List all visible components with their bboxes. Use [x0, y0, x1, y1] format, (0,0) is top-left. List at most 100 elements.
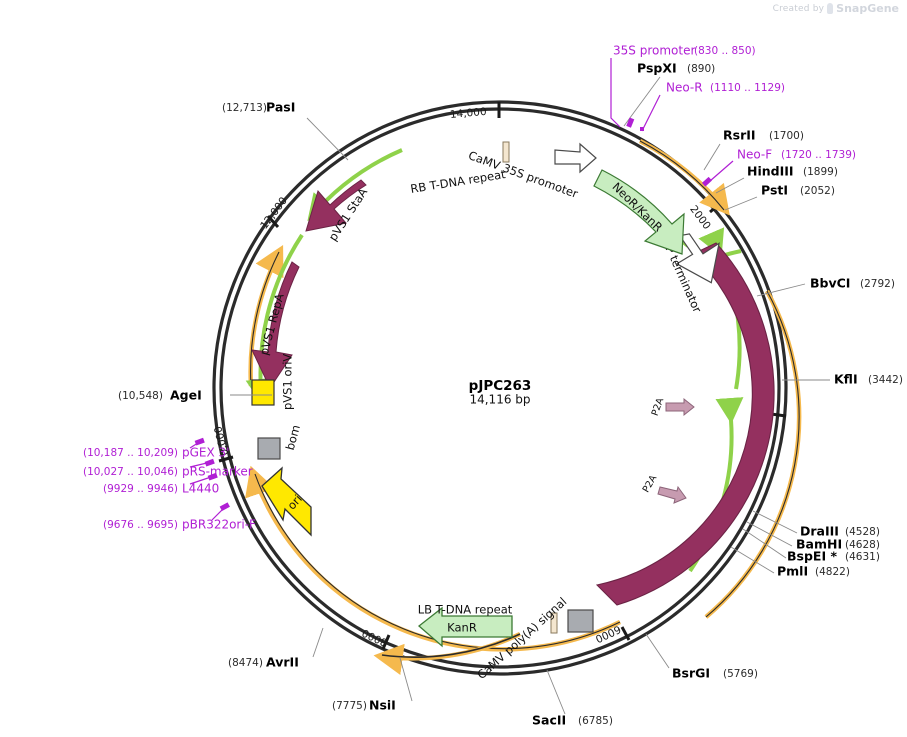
ruler-tick-14000: 14,000: [449, 102, 501, 121]
primer-pos-35s-promoter: (830 .. 850): [694, 45, 756, 57]
enzyme-pos-sacii: (6785): [578, 715, 613, 727]
feature-bom[interactable]: bom: [257, 423, 303, 460]
enzyme-pos-bsrgi: (5769): [723, 668, 758, 680]
enzyme-labels: (12,713) PasI PspXI (890) RsrII (1700) H…: [118, 61, 903, 728]
enzyme-label-bamhi[interactable]: BamHI (4628): [796, 537, 880, 552]
enzyme-name-pmli: PmlI: [777, 564, 808, 579]
enzyme-pos-rsrii: (1700): [769, 130, 804, 142]
feature-lb-tdna-repeat[interactable]: LB T-DNA repeat: [418, 603, 558, 634]
snapgene-watermark: Created by SnapGene: [773, 2, 899, 15]
enzyme-pos-pmli: (4822): [815, 566, 850, 578]
primer-label-pgex-3prime[interactable]: (10,187 .. 10,209) pGEX 3': [83, 446, 230, 460]
enzyme-pos-bamhi: (4628): [845, 539, 880, 551]
enzyme-name-nsii: NsiI: [369, 698, 396, 713]
primer-name-prs-marker: pRS-marker: [182, 465, 253, 479]
enzyme-name-bspei: BspEI *: [787, 549, 837, 564]
primer-pos-l4440: (9929 .. 9946): [103, 483, 178, 495]
feature-label-neor-kanr: NeoR/KanR: [609, 180, 665, 235]
enzyme-label-avrii[interactable]: (8474) AvrII: [228, 655, 299, 670]
primer-name-35s-promoter: 35S promoter: [613, 44, 695, 58]
enzyme-name-hindiii: HindIII: [747, 164, 794, 179]
enzyme-label-agei[interactable]: (10,548) AgeI: [118, 388, 202, 403]
feature-rb-tdna-repeat[interactable]: RB T-DNA repeat: [409, 141, 510, 196]
primer-name-pgex-3prime: pGEX 3': [182, 446, 229, 460]
feature-label-p2a-lower: P2A: [641, 473, 660, 495]
feature-label-pvs1-oriv: pVS1 oriV: [281, 354, 295, 410]
enzyme-name-bsrgi: BsrGI: [672, 666, 710, 681]
feature-label-bom: bom: [283, 423, 303, 451]
feature-neor-kanr[interactable]: NeoR/KanR: [593, 169, 685, 255]
enzyme-label-hindiii[interactable]: HindIII (1899): [747, 164, 838, 179]
primer-name-l4440: L4440: [182, 482, 219, 496]
ruler-label-14000: 14,000: [449, 106, 487, 121]
enzyme-label-draiii[interactable]: DraIII (4528): [800, 524, 880, 539]
primer-pos-pgex-3prime: (10,187 .. 10,209): [83, 447, 178, 459]
enzyme-label-bspei[interactable]: BspEI * (4631): [787, 549, 880, 564]
enzyme-pos-nsii: (7775): [332, 700, 367, 712]
enzyme-label-psti[interactable]: PstI (2052): [761, 183, 835, 198]
watermark-brand: SnapGene: [836, 2, 899, 15]
plasmid-center-label: pJPC263 14,116 bp: [469, 378, 532, 407]
enzyme-name-bamhi: BamHI: [796, 537, 842, 552]
primer-pos-pbr322ori-f: (9676 .. 9695): [103, 519, 178, 531]
enzyme-name-bbvci: BbvCI: [810, 276, 850, 291]
enzyme-pos-draiii: (4528): [845, 526, 880, 538]
primer-name-neo-r: Neo-R: [666, 81, 703, 95]
enzyme-pos-psti: (2052): [800, 185, 835, 197]
ruler-label-2000: 2000: [687, 203, 713, 232]
enzyme-pos-agei: (10,548): [118, 390, 163, 402]
enzyme-label-bsrgi[interactable]: BsrGI (5769): [672, 666, 758, 681]
enzyme-pos-pspxi: (890): [687, 63, 715, 75]
feature-ruby[interactable]: RUBY: [595, 242, 775, 606]
primer-label-pbr322ori-f[interactable]: (9676 .. 9695) pBR322ori-F: [103, 518, 256, 532]
enzyme-pos-pasi: (12,713): [222, 102, 267, 114]
enzyme-name-psti: PstI: [761, 183, 788, 198]
primer-name-neo-f: Neo-F: [737, 148, 772, 162]
enzyme-pos-hindiii: (1899): [803, 166, 838, 178]
enzyme-name-sacii: SacII: [532, 713, 566, 728]
snapgene-logo-icon: [827, 3, 834, 14]
primer-label-neo-r[interactable]: Neo-R (1110 .. 1129): [666, 81, 785, 95]
plasmid-size: 14,116 bp: [469, 393, 530, 407]
primer-label-neo-f[interactable]: Neo-F (1720 .. 1739): [737, 148, 856, 162]
enzyme-label-bbvci[interactable]: BbvCI (2792): [810, 276, 895, 291]
primer-tick-marks: [194, 117, 712, 511]
enzyme-label-rsrii[interactable]: RsrII (1700): [723, 128, 804, 143]
primer-pos-prs-marker: (10,027 .. 10,046): [83, 466, 178, 478]
enzyme-label-pmli[interactable]: PmlI (4822): [777, 564, 850, 579]
enzyme-pos-kfli: (3442): [868, 374, 903, 386]
primer-label-l4440[interactable]: (9929 .. 9946) L4440: [103, 482, 219, 496]
enzyme-name-avrii: AvrII: [266, 655, 299, 670]
enzyme-label-sacii[interactable]: SacII (6785): [532, 713, 613, 728]
feature-label-ruby: RUBY: [701, 392, 721, 429]
enzyme-name-rsrii: RsrII: [723, 128, 756, 143]
enzyme-pos-bbvci: (2792): [860, 278, 895, 290]
enzyme-label-pasi[interactable]: (12,713) PasI: [222, 100, 295, 115]
feature-label-p2a-upper: P2A: [650, 396, 667, 417]
enzyme-label-nsii[interactable]: (7775) NsiI: [332, 698, 396, 713]
feature-label-rb-tdna-repeat: RB T-DNA repeat: [409, 167, 507, 196]
feature-kanr[interactable]: KanR: [417, 606, 513, 648]
enzyme-label-pspxi[interactable]: PspXI (890): [637, 61, 715, 76]
feature-label-lb-tdna-repeat: LB T-DNA repeat: [418, 603, 513, 617]
enzyme-name-kfli: KflI: [834, 372, 858, 387]
feature-ori[interactable]: ori: [261, 466, 312, 537]
watermark-prefix: Created by: [772, 3, 825, 14]
primer-pos-neo-f: (1720 .. 1739): [781, 149, 856, 161]
enzyme-name-agei: AgeI: [170, 388, 202, 403]
enzyme-name-draiii: DraIII: [800, 524, 839, 539]
ruler-tick-2000: 2000: [687, 200, 723, 232]
primer-label-35s-promoter[interactable]: 35S promoter (830 .. 850): [613, 44, 756, 58]
feature-p2a-upper[interactable]: P2A: [650, 396, 695, 417]
feature-pvs1-oriv[interactable]: pVS1 oriV: [251, 354, 295, 410]
enzyme-label-kfli[interactable]: KflI (3442): [834, 372, 903, 387]
enzyme-pos-avrii: (8474): [228, 657, 263, 669]
plasmid-name: pJPC263: [469, 378, 532, 394]
enzyme-leader-lines: [230, 76, 830, 715]
feature-p2a-lower[interactable]: P2A: [641, 473, 687, 504]
enzyme-pos-bspei: (4631): [845, 551, 880, 563]
feature-label-kanr: KanR: [447, 621, 477, 635]
primer-label-prs-marker[interactable]: (10,027 .. 10,046) pRS-marker: [83, 465, 253, 479]
enzyme-name-pasi: PasI: [266, 100, 295, 115]
